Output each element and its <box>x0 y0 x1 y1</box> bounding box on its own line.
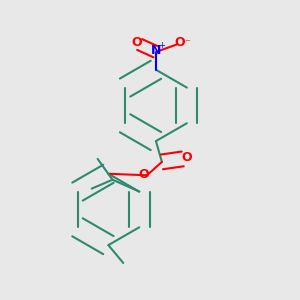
Text: O: O <box>138 168 149 181</box>
Text: N: N <box>151 44 161 57</box>
Text: O: O <box>174 37 185 50</box>
Text: O: O <box>182 151 193 164</box>
Text: ⁻: ⁻ <box>184 38 190 48</box>
Text: O: O <box>131 37 142 50</box>
Text: +: + <box>158 41 165 50</box>
